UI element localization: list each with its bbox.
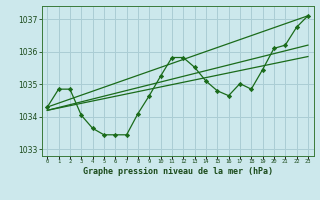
X-axis label: Graphe pression niveau de la mer (hPa): Graphe pression niveau de la mer (hPa) bbox=[83, 167, 273, 176]
